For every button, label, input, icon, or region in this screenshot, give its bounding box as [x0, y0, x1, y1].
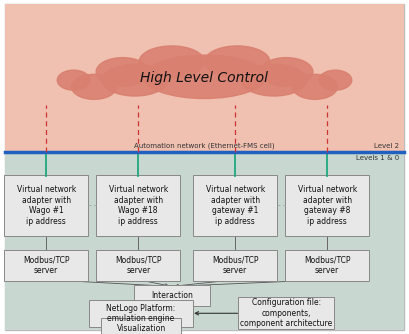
- FancyBboxPatch shape: [89, 300, 193, 327]
- Text: Modbus/TCP
server: Modbus/TCP server: [115, 256, 162, 275]
- Ellipse shape: [260, 57, 313, 86]
- Text: Virtual network
adapter with
Wago #18
ip address: Virtual network adapter with Wago #18 ip…: [109, 185, 168, 225]
- Text: Level 2: Level 2: [374, 143, 399, 149]
- Text: Virtual network
adapter with
gateway #8
ip address: Virtual network adapter with gateway #8 …: [298, 185, 357, 225]
- Text: Virtual network
adapter with
Wago #1
ip address: Virtual network adapter with Wago #1 ip …: [17, 185, 76, 225]
- FancyBboxPatch shape: [285, 174, 369, 236]
- Ellipse shape: [96, 57, 149, 86]
- FancyBboxPatch shape: [238, 297, 334, 329]
- Text: Modbus/TCP
server: Modbus/TCP server: [304, 256, 351, 275]
- FancyBboxPatch shape: [134, 285, 209, 307]
- FancyBboxPatch shape: [5, 152, 404, 330]
- Text: NetLogo Platform:
emulation engine: NetLogo Platform: emulation engine: [106, 304, 176, 323]
- FancyBboxPatch shape: [285, 250, 369, 281]
- Text: Modbus/TCP
server: Modbus/TCP server: [23, 256, 70, 275]
- FancyBboxPatch shape: [97, 250, 180, 281]
- Ellipse shape: [143, 55, 266, 99]
- FancyBboxPatch shape: [97, 174, 180, 236]
- Ellipse shape: [319, 70, 352, 90]
- Ellipse shape: [72, 74, 117, 100]
- Text: High Level Control: High Level Control: [141, 71, 268, 86]
- FancyBboxPatch shape: [5, 4, 404, 152]
- Ellipse shape: [57, 70, 90, 90]
- Ellipse shape: [292, 74, 337, 100]
- Ellipse shape: [241, 64, 307, 96]
- FancyBboxPatch shape: [4, 250, 88, 281]
- FancyBboxPatch shape: [193, 250, 277, 281]
- Ellipse shape: [204, 46, 270, 77]
- Text: Levels 1 & 0: Levels 1 & 0: [355, 155, 399, 161]
- Text: Virtual network
adapter with
gateway #1
ip address: Virtual network adapter with gateway #1 …: [206, 185, 265, 225]
- FancyBboxPatch shape: [5, 4, 404, 330]
- Text: Interaction: Interaction: [151, 291, 193, 300]
- Text: Visualization: Visualization: [117, 324, 166, 333]
- Ellipse shape: [139, 46, 204, 77]
- FancyBboxPatch shape: [4, 174, 88, 236]
- Text: Configuration file:
components,
component architecture: Configuration file: components, componen…: [240, 298, 333, 328]
- Text: Automation network (Ethernet-FMS cell): Automation network (Ethernet-FMS cell): [134, 143, 275, 149]
- FancyBboxPatch shape: [101, 318, 181, 334]
- Ellipse shape: [102, 64, 168, 96]
- Text: Modbus/TCP
server: Modbus/TCP server: [212, 256, 258, 275]
- FancyBboxPatch shape: [193, 174, 277, 236]
